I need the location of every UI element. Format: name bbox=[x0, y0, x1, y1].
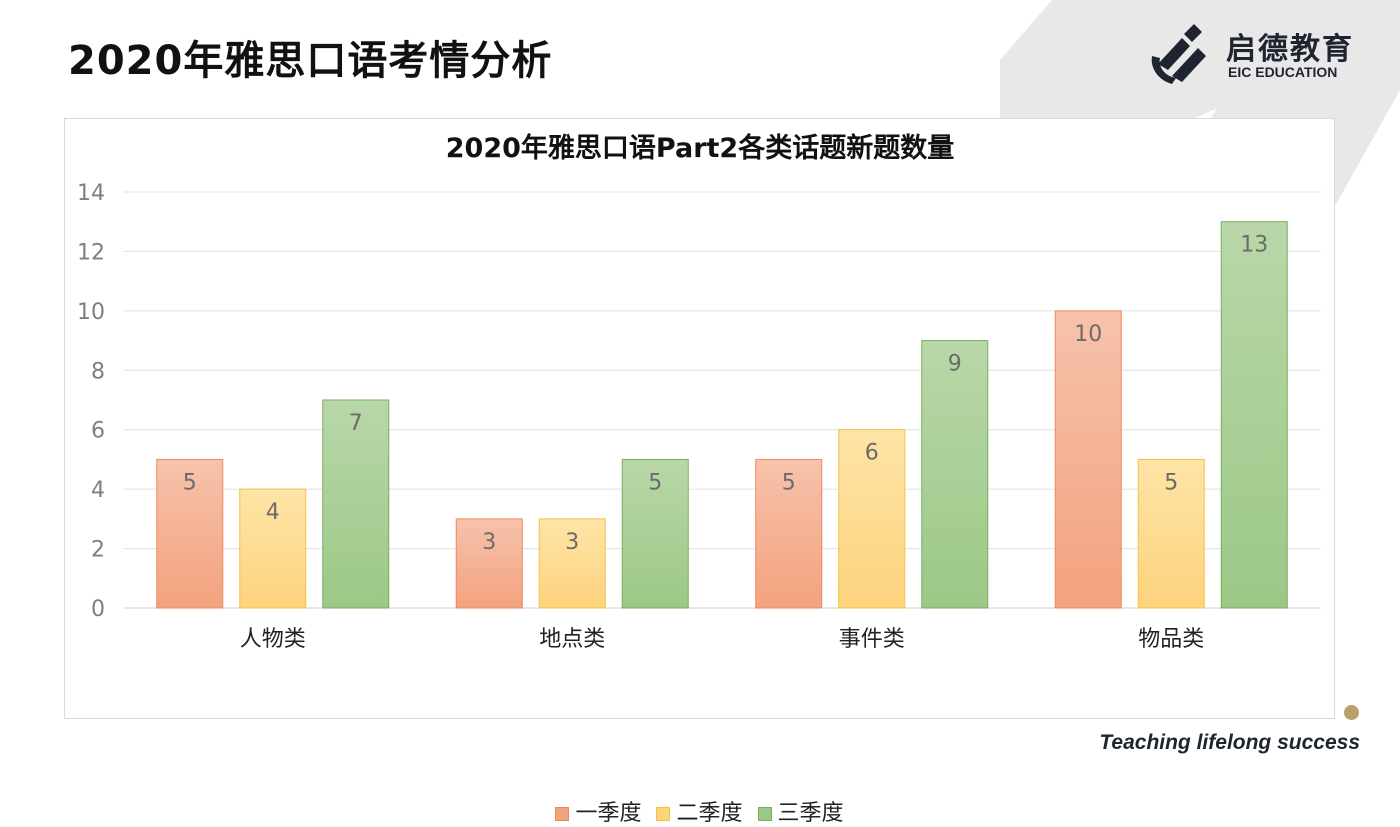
x-tick-label: 地点类 bbox=[539, 627, 605, 652]
x-tick-label: 事件类 bbox=[839, 627, 905, 652]
bar-q1 bbox=[755, 458, 823, 609]
y-axis-ticks: 0 2 4 6 8 10 12 14 bbox=[77, 181, 105, 622]
data-label: 5 bbox=[183, 470, 197, 495]
chart-title: 2020年雅思口语Part2各类话题新题数量 bbox=[446, 132, 954, 164]
bar-q2 bbox=[838, 429, 906, 609]
y-tick-label: 8 bbox=[91, 359, 105, 384]
x-tick-label: 人物类 bbox=[240, 627, 306, 652]
data-label: 4 bbox=[266, 500, 280, 525]
legend-item-q2: 二季度 bbox=[656, 795, 743, 827]
eic-logo: 启德教育 EIC EDUCATION bbox=[1148, 20, 1363, 86]
page-title: 2020年雅思口语考情分析 bbox=[68, 38, 553, 84]
decorative-stripe-narrow bbox=[1210, 0, 1400, 215]
bar-chart: 2020年雅思口语Part2各类话题新题数量 0 2 4 6 8 10 12 14 5 4 7 3 3… bbox=[77, 132, 1321, 652]
data-label: 7 bbox=[349, 411, 363, 436]
data-label: 5 bbox=[782, 470, 796, 495]
data-label: 3 bbox=[565, 530, 579, 555]
legend-label-q1: 一季度 bbox=[575, 801, 642, 826]
y-tick-label: 10 bbox=[77, 300, 105, 325]
legend-item-q3: 三季度 bbox=[757, 795, 844, 827]
legend-swatch-q2 bbox=[656, 807, 671, 821]
y-tick-label: 2 bbox=[91, 538, 105, 563]
bar-q2 bbox=[538, 518, 606, 609]
data-label: 9 bbox=[948, 352, 962, 377]
bar-q2 bbox=[239, 488, 307, 609]
bar-q3 bbox=[921, 340, 989, 609]
data-label: 3 bbox=[482, 530, 496, 555]
legend-item-q1: 一季度 bbox=[555, 795, 641, 827]
data-label: 5 bbox=[648, 470, 662, 495]
chart-frame: 2020年雅思口语Part2各类话题新题数量 0 2 4 6 8 10 12 14 5 4 7 3 3… bbox=[64, 118, 1335, 826]
legend-swatch-q3 bbox=[757, 807, 772, 821]
y-tick-label: 0 bbox=[91, 597, 105, 622]
data-labels: 5 4 7 3 3 5 5 6 9 10 5 13 bbox=[183, 233, 1269, 555]
eic-logo-mark-icon bbox=[1151, 24, 1206, 84]
logo-english-text: EIC EDUCATION bbox=[1228, 64, 1338, 80]
bar-q1 bbox=[1054, 310, 1122, 609]
background-stripes bbox=[1000, 0, 1400, 215]
legend-label-q2: 二季度 bbox=[676, 801, 743, 826]
bar-q3 bbox=[322, 399, 390, 609]
data-label: 13 bbox=[1240, 233, 1268, 258]
bar-q3 bbox=[1220, 221, 1288, 609]
tagline: Teaching lifelong success bbox=[1099, 731, 1360, 754]
y-tick-label: 14 bbox=[77, 181, 105, 206]
y-tick-label: 12 bbox=[77, 240, 105, 265]
x-axis-ticks: 人物类 地点类 事件类 物品类 bbox=[240, 627, 1205, 652]
x-tick-label: 物品类 bbox=[1138, 627, 1204, 652]
legend-label-q3: 三季度 bbox=[777, 801, 844, 826]
bars bbox=[156, 221, 1288, 609]
legend-swatch-q1 bbox=[555, 807, 570, 821]
chart-legend: 一季度 二季度 三季度 bbox=[65, 795, 1334, 827]
bar-q3 bbox=[621, 458, 689, 609]
y-tick-label: 6 bbox=[91, 419, 105, 444]
y-tick-label: 4 bbox=[91, 478, 105, 503]
logo-chinese-text: 启德教育 bbox=[1226, 32, 1354, 67]
bar-q1 bbox=[455, 518, 523, 609]
bar-q2 bbox=[1137, 458, 1205, 609]
decorative-dot bbox=[1344, 705, 1359, 720]
data-label: 6 bbox=[865, 441, 879, 466]
data-label: 10 bbox=[1074, 322, 1102, 347]
bar-q1 bbox=[156, 458, 224, 609]
data-label: 5 bbox=[1164, 470, 1178, 495]
